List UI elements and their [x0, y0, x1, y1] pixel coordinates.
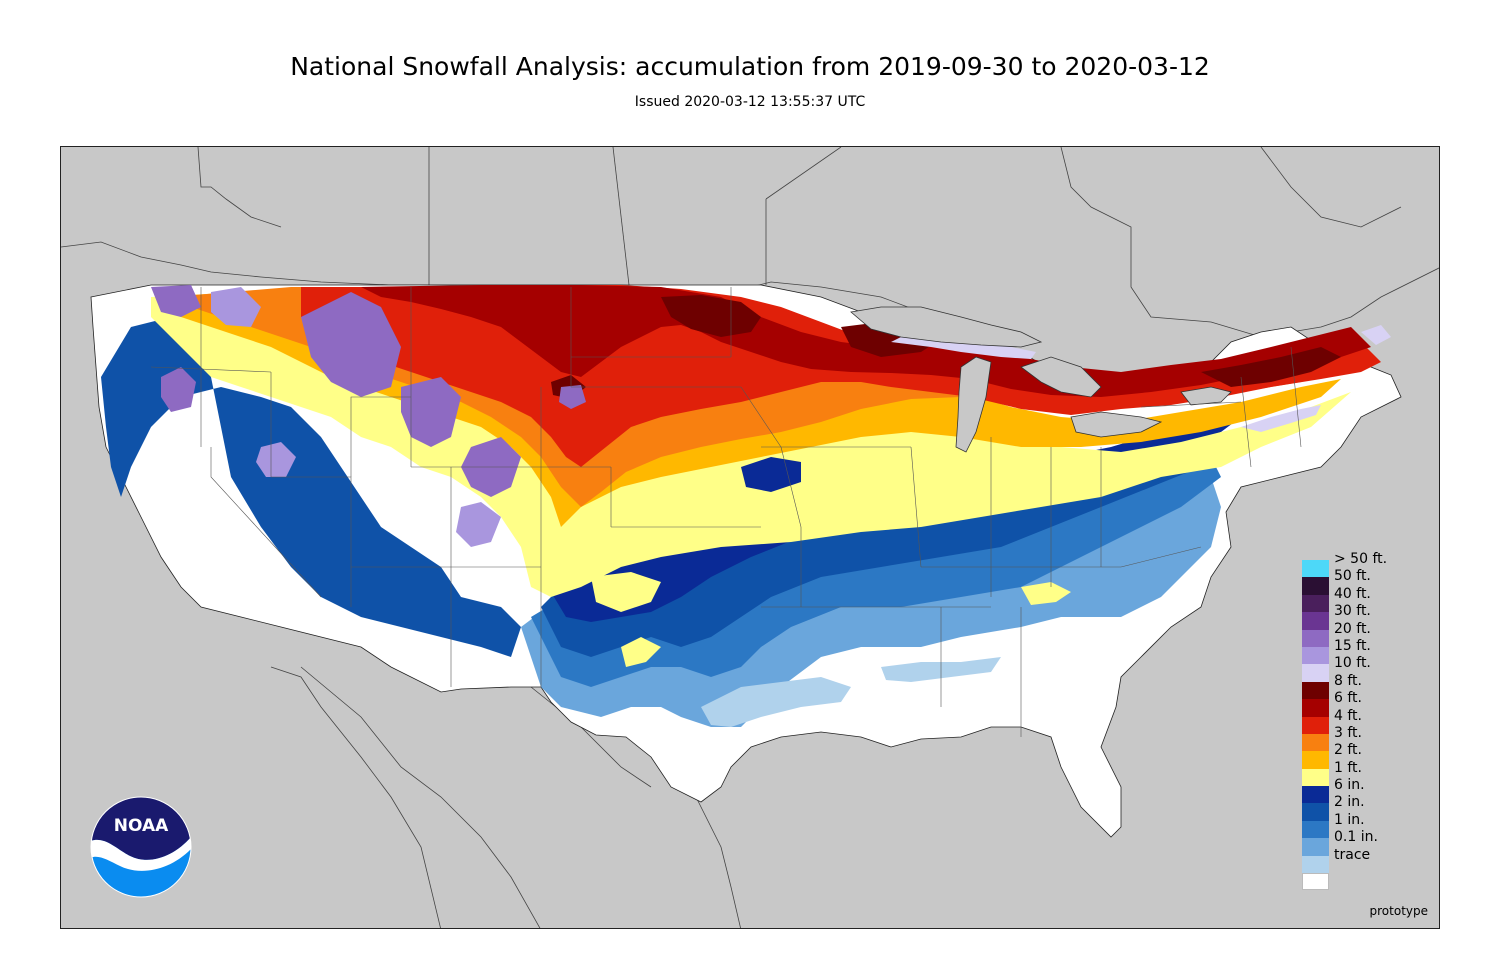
legend-item: 6 in.: [1302, 777, 1422, 804]
snow-zone-20ft: [151, 285, 586, 497]
legend-item: 40 ft.: [1302, 586, 1422, 613]
legend-label: 2 in.: [1334, 794, 1365, 811]
legend-item: 50 ft.: [1302, 568, 1422, 595]
snow-zone-6ft: [361, 285, 1371, 397]
legend-item: > 50 ft.: [1302, 551, 1422, 578]
legend-label: 20 ft.: [1334, 620, 1371, 637]
legend-label: 8 ft.: [1334, 672, 1362, 689]
legend-swatch: [1302, 664, 1329, 682]
legend-item: 3 ft.: [1302, 725, 1422, 752]
legend-swatch: [1302, 681, 1329, 700]
logo-wave-icon: [91, 836, 191, 871]
legend-swatch: [1302, 594, 1329, 613]
snow-zone-south-yellow: [591, 572, 1071, 667]
legend-item: 2 in.: [1302, 794, 1422, 821]
state-boundaries: [150, 287, 1302, 737]
map-canvas: [61, 147, 1439, 928]
legend-label: 40 ft.: [1334, 585, 1371, 602]
legend-label: 2 ft.: [1334, 742, 1362, 759]
issued-timestamp: Issued 2020-03-12 13:55:37 UTC: [634, 94, 866, 110]
legend-label: 15 ft.: [1334, 637, 1371, 654]
legend-swatch: [1302, 838, 1329, 856]
legend-swatch: [1302, 768, 1329, 787]
legend-item: 1 ft.: [1302, 760, 1422, 787]
legend-item: 8 ft.: [1302, 673, 1422, 700]
legend-item: trace: [1302, 847, 1422, 874]
noaa-logo: NOAA: [90, 796, 192, 898]
logo-top-icon: [91, 797, 191, 860]
legend-label: 6 in.: [1334, 777, 1365, 794]
legend-item: 30 ft.: [1302, 603, 1422, 630]
legend-label: 50 ft.: [1334, 568, 1371, 585]
legend-item: [1302, 873, 1422, 891]
legend-swatch: [1302, 733, 1329, 752]
snowfall-map: [60, 146, 1440, 929]
great-lakes: [850, 306, 1232, 453]
legend-label: > 50 ft.: [1334, 551, 1388, 567]
legend-label: 1 ft.: [1334, 759, 1362, 776]
legend-swatch: [1302, 820, 1329, 839]
legend-swatch: [1302, 873, 1329, 891]
legend-label: trace: [1334, 846, 1371, 863]
legend-item: 2 ft.: [1302, 742, 1422, 769]
legend-label: 0.1 in.: [1334, 829, 1378, 846]
legend-label: 4 ft.: [1334, 707, 1362, 724]
legend-label: 3 ft.: [1334, 724, 1362, 741]
legend-label: 1 in.: [1334, 811, 1365, 828]
prototype-label: prototype: [1369, 904, 1428, 918]
legend-item: 0.1 in.: [1302, 829, 1422, 856]
snow-zone-8ft: [551, 295, 1341, 399]
legend-item: 15 ft.: [1302, 638, 1422, 665]
legend-label: 30 ft.: [1334, 603, 1371, 620]
legend-swatch: [1302, 577, 1329, 595]
legend-item: 20 ft.: [1302, 621, 1422, 647]
snow-zone-plains-blue: [741, 457, 801, 492]
legend-item: 1 in.: [1302, 812, 1422, 839]
legend-swatch: [1302, 786, 1329, 804]
snow-zone-10ft: [891, 322, 1391, 432]
legend: > 50 ft. 50 ft. 40 ft. 30 ft. 20 ft. 15 ft. 10…: [1302, 551, 1422, 891]
legend-label: 10 ft.: [1334, 655, 1371, 672]
legend-swatch: [1302, 699, 1329, 717]
legend-item: 4 ft.: [1302, 708, 1422, 734]
legend-item: 10 ft.: [1302, 655, 1422, 682]
snow-zone-west-blue: [101, 317, 521, 657]
map-title: National Snowfall Analysis: accumulation…: [290, 52, 1210, 81]
legend-item: 6 ft.: [1302, 690, 1422, 717]
legend-swatch: [1302, 803, 1329, 821]
legend-swatch: [1302, 646, 1329, 665]
legend-swatch: [1302, 560, 1329, 578]
legend-swatch: [1302, 751, 1329, 769]
legend-swatch: [1302, 855, 1329, 874]
legend-swatch: [1302, 629, 1329, 647]
snow-zone-15ft: [211, 287, 501, 547]
legend-swatch: [1302, 716, 1329, 734]
legend-swatch: [1302, 612, 1329, 630]
legend-label: 6 ft.: [1334, 690, 1362, 707]
snow-zone-south-light: [701, 657, 1001, 727]
logo-text: NOAA: [114, 816, 169, 836]
